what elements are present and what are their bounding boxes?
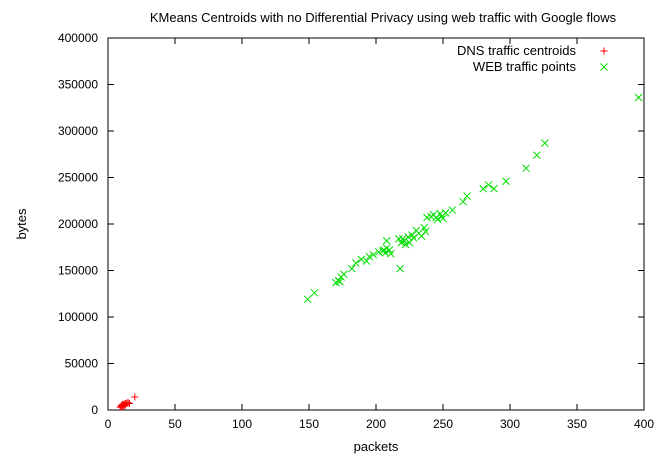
dns-centroid-point: [124, 399, 132, 407]
x-tick-label: 300: [500, 417, 520, 431]
web-traffic-point: [409, 234, 418, 242]
web-traffic-point: [540, 139, 549, 147]
y-tick-label: 400000: [58, 31, 98, 45]
x-tick-label: 350: [567, 417, 587, 431]
web-traffic-point: [439, 214, 447, 223]
y-tick-label: 150000: [58, 264, 98, 278]
data-points: [116, 93, 643, 411]
web-traffic-point: [352, 259, 360, 267]
legend-marker: [600, 47, 608, 55]
dns-centroid-point: [125, 399, 133, 407]
web-traffic-point: [490, 184, 498, 193]
web-traffic-point: [463, 192, 471, 200]
web-traffic-point: [401, 240, 410, 249]
x-tick-label: 200: [366, 417, 386, 431]
web-traffic-point: [335, 277, 344, 286]
dns-centroid-point: [120, 402, 128, 410]
x-tick-label: 50: [168, 417, 182, 431]
chart-title: KMeans Centroids with no Differential Pr…: [150, 10, 617, 25]
plot-area: [107, 37, 645, 411]
web-traffic-point: [421, 227, 430, 236]
y-tick-label: 250000: [58, 171, 98, 185]
legend-marker: [600, 63, 608, 71]
y-tick-label: 350000: [58, 78, 98, 92]
web-traffic-point: [310, 288, 319, 297]
y-tick-label: 200000: [58, 217, 98, 231]
web-traffic-point: [369, 250, 378, 259]
web-traffic-point: [303, 295, 312, 304]
web-traffic-point: [348, 264, 356, 273]
plot-border: [107, 37, 645, 411]
y-axis: 0 50000 100000 150000 200000 250000 300000 3500…: [58, 31, 644, 417]
x-tick-label: 250: [433, 417, 453, 431]
web-traffic-point: [365, 252, 374, 261]
x-axis: 0 50 100 150 200 250 300 350 400: [105, 38, 654, 431]
web-traffic-point: [502, 177, 510, 186]
x-tick-label: 0: [105, 417, 112, 431]
web-traffic-point: [396, 264, 404, 273]
y-tick-label: 300000: [58, 124, 98, 138]
web-traffic-point: [448, 206, 457, 214]
web-traffic-point: [479, 184, 488, 193]
web-traffic-point: [484, 181, 493, 189]
y-tick-label: 50000: [65, 357, 99, 371]
web-traffic-point: [634, 93, 643, 102]
web-traffic-point: [532, 151, 541, 160]
legend-label: DNS traffic centroids: [457, 43, 576, 58]
web-traffic-point: [459, 197, 467, 206]
y-axis-label: bytes: [14, 208, 29, 240]
web-traffic-point: [362, 257, 371, 266]
x-tick-label: 100: [232, 417, 252, 431]
legend-label: WEB traffic points: [473, 59, 577, 74]
y-tick-label: 100000: [58, 310, 98, 324]
x-tick-label: 150: [299, 417, 319, 431]
web-traffic-point: [339, 270, 348, 279]
y-tick-label: 0: [91, 403, 98, 417]
web-traffic-point: [522, 164, 530, 173]
web-traffic-point: [382, 236, 391, 245]
x-axis-label: packets: [354, 439, 399, 454]
web-traffic-point: [357, 255, 366, 264]
dns-centroid-point: [131, 393, 139, 401]
web-traffic-point: [441, 208, 450, 217]
x-tick-label: 400: [634, 417, 654, 431]
web-traffic-point: [386, 249, 395, 258]
web-traffic-point: [394, 235, 403, 243]
